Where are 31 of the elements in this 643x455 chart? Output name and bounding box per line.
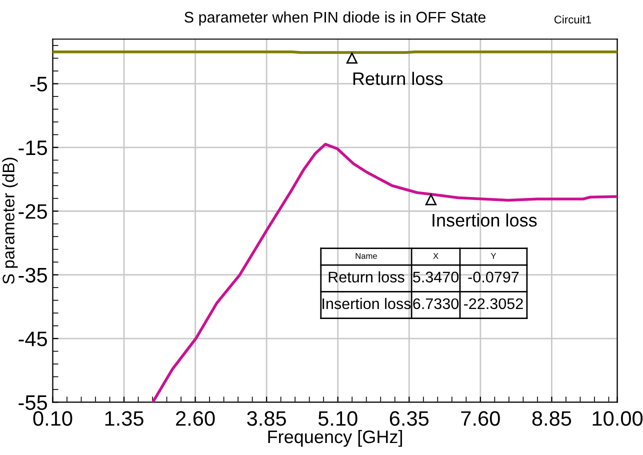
y-tick-label: -55 (18, 395, 47, 410)
x-axis-title: Frequency [GHz] (268, 430, 402, 447)
x-tick-label: 8.85 (532, 411, 572, 426)
x-tick-label: 7.60 (461, 411, 500, 426)
annotation: X (433, 253, 438, 259)
annotation: Return loss (328, 271, 404, 283)
x-tick-label: 2.60 (176, 411, 215, 426)
y-axis-title: S parameter (dB) (2, 158, 18, 284)
chart-title: S parameter when PIN diode is in OFF State (184, 11, 486, 26)
y-tick-label: -35 (18, 268, 47, 283)
line-series (151, 142, 618, 402)
annotation: Return loss (353, 72, 443, 86)
y-tick-label: -25 (18, 204, 47, 219)
annotation: -22.3052 (464, 298, 523, 310)
annotation: Y (490, 253, 496, 259)
x-tick-label: 0.10 (33, 411, 72, 426)
y-tick-label: -5 (30, 76, 47, 92)
x-tick-label: 5.10 (318, 411, 358, 426)
y-tick-label: -45 (18, 332, 47, 346)
annotation: Name (356, 253, 377, 259)
x-tick-label: 3.85 (247, 411, 286, 426)
annotation: -0.0797 (468, 272, 519, 283)
text: Circuit1 (554, 15, 592, 24)
annotation: Insertion loss (322, 298, 411, 310)
x-tick-label: 6.35 (390, 411, 429, 426)
annotation: Insertion loss (432, 213, 537, 227)
annotation: 6.7330 (413, 298, 459, 310)
x-tick-label: 1.35 (105, 411, 144, 426)
annotation: 5.3470 (413, 272, 459, 283)
y-tick-label: -15 (18, 140, 47, 156)
x-tick-label: 10.00 (592, 411, 643, 426)
